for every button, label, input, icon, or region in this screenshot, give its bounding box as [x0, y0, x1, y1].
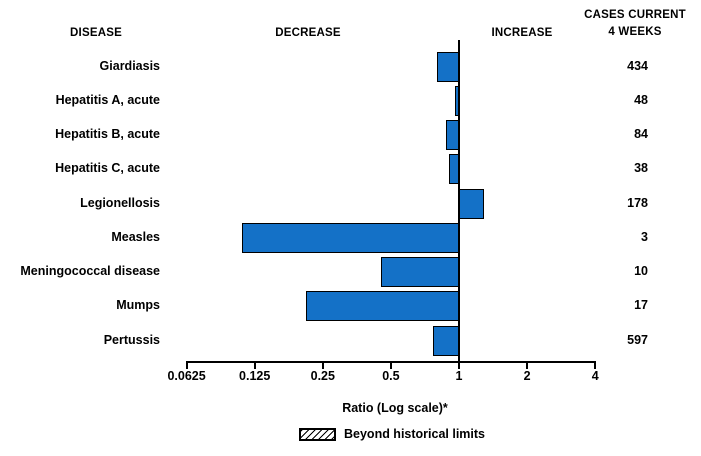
axis-tick [321, 360, 324, 369]
cases-value: 48 [634, 92, 648, 107]
ratio-bar [458, 188, 485, 219]
ratio-bar [448, 154, 459, 185]
axis-tick [253, 360, 256, 369]
column-header-cases-line2: 4 WEEKS [608, 25, 662, 38]
cases-value: 3 [641, 229, 648, 244]
disease-label: Measles [111, 229, 160, 244]
axis-tick [458, 360, 460, 369]
tick-label: 4 [591, 369, 599, 383]
ratio-bar [380, 257, 459, 287]
disease-label: Hepatitis B, acute [55, 127, 160, 141]
tick-label: 0.0625 [167, 369, 206, 383]
disease-label: Pertussis [103, 332, 160, 347]
disease-label: Meningococcal disease [20, 264, 160, 278]
axis-tick [389, 360, 392, 369]
tick-label: 1 [455, 369, 463, 383]
cases-value: 434 [627, 58, 648, 73]
tick-label: 0.125 [239, 369, 271, 383]
ratio-bar [455, 85, 459, 116]
tick-label: 0.5 [382, 369, 400, 383]
column-header-decrease: DECREASE [275, 27, 341, 39]
disease-label: Hepatitis A, acute [55, 92, 160, 107]
cases-value: 17 [634, 298, 648, 313]
tick-label: 0.25 [310, 369, 335, 383]
cases-value: 38 [634, 161, 648, 176]
ratio-bar [433, 325, 459, 356]
legend-hatch-swatch [299, 428, 336, 441]
ratio-bar [446, 120, 459, 150]
ratio-bar [305, 291, 459, 322]
cases-value: 10 [634, 264, 648, 278]
ratio-bar [242, 222, 459, 253]
disease-label: Legionellosis [80, 195, 160, 210]
column-header-cases-line1: CASES CURRENT [584, 9, 686, 21]
column-header-disease: DISEASE [70, 27, 122, 39]
ratio-bar [437, 51, 459, 82]
disease-label: Hepatitis C, acute [55, 161, 160, 176]
x-axis-title: Ratio (Log scale)* [342, 401, 448, 415]
cases-value: 178 [627, 195, 648, 210]
disease-label: Giardiasis [99, 58, 160, 73]
disease-label: Mumps [116, 298, 160, 313]
tick-label: 2 [523, 369, 531, 383]
legend-label: Beyond historical limits [344, 427, 486, 441]
axis-tick [185, 360, 188, 369]
cases-value: 597 [627, 332, 648, 347]
axis-tick [594, 360, 597, 369]
column-header-increase: INCREASE [491, 27, 553, 39]
axis-tick [526, 360, 529, 369]
cases-value: 84 [634, 127, 648, 141]
column-header-cases: CASES CURRENT 4 WEEKS [570, 7, 700, 40]
